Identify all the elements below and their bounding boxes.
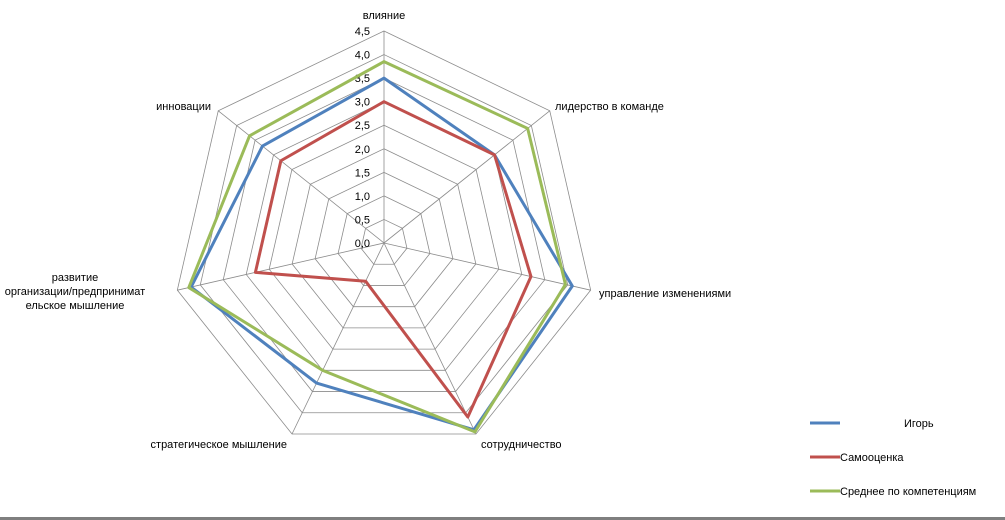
category-label: ельское мышление — [26, 300, 125, 312]
tick-label: 4,5 — [355, 26, 370, 38]
tick-label: 0,5 — [355, 214, 370, 226]
category-label: развитие — [52, 272, 98, 284]
grid-ring — [199, 54, 569, 414]
series-layer — [187, 60, 574, 434]
tick-label: 2,5 — [355, 120, 370, 132]
tick-label: 0,0 — [355, 238, 370, 250]
series-line — [187, 60, 567, 434]
legend: Игорь Самооценка Среднее по компетенциям — [810, 418, 976, 498]
axis-spoke — [177, 242, 385, 291]
tick-label: 4,0 — [355, 50, 370, 62]
category-label: лидерство в команде — [555, 101, 664, 113]
tick-label: 1,5 — [355, 167, 370, 179]
axis-spoke — [218, 110, 385, 244]
category-labels: влияние лидерство в команде управление изм… — [5, 10, 731, 451]
category-label: организации/предпринимат — [5, 286, 145, 298]
legend-label: Самооценка — [840, 452, 904, 464]
tick-label: 1,0 — [355, 191, 370, 203]
grid-ring — [291, 148, 477, 329]
series-line — [189, 76, 574, 432]
category-label: сотрудничество — [481, 439, 562, 451]
axis-spoke — [291, 242, 385, 435]
grid-ring — [222, 77, 546, 392]
grid-ring — [337, 195, 431, 286]
legend-label: Игорь — [904, 418, 934, 430]
category-label: стратегическое мышление — [151, 439, 287, 451]
category-label: управление изменениями — [599, 288, 731, 300]
grid-ring — [176, 30, 592, 435]
axis-spoke — [383, 110, 550, 244]
tick-label: 2,0 — [355, 144, 370, 156]
axis-spoke — [383, 242, 591, 291]
grid — [176, 30, 592, 435]
grid-ring — [268, 124, 500, 350]
bottom-border — [0, 517, 1005, 520]
tick-label: 3,0 — [355, 97, 370, 109]
series-line — [253, 100, 533, 419]
category-label: влияние — [363, 10, 405, 22]
category-label: инновации — [156, 101, 211, 113]
legend-label: Среднее по компетенциям — [840, 486, 976, 498]
grid-ring — [360, 219, 408, 265]
axis-spoke — [383, 242, 477, 435]
